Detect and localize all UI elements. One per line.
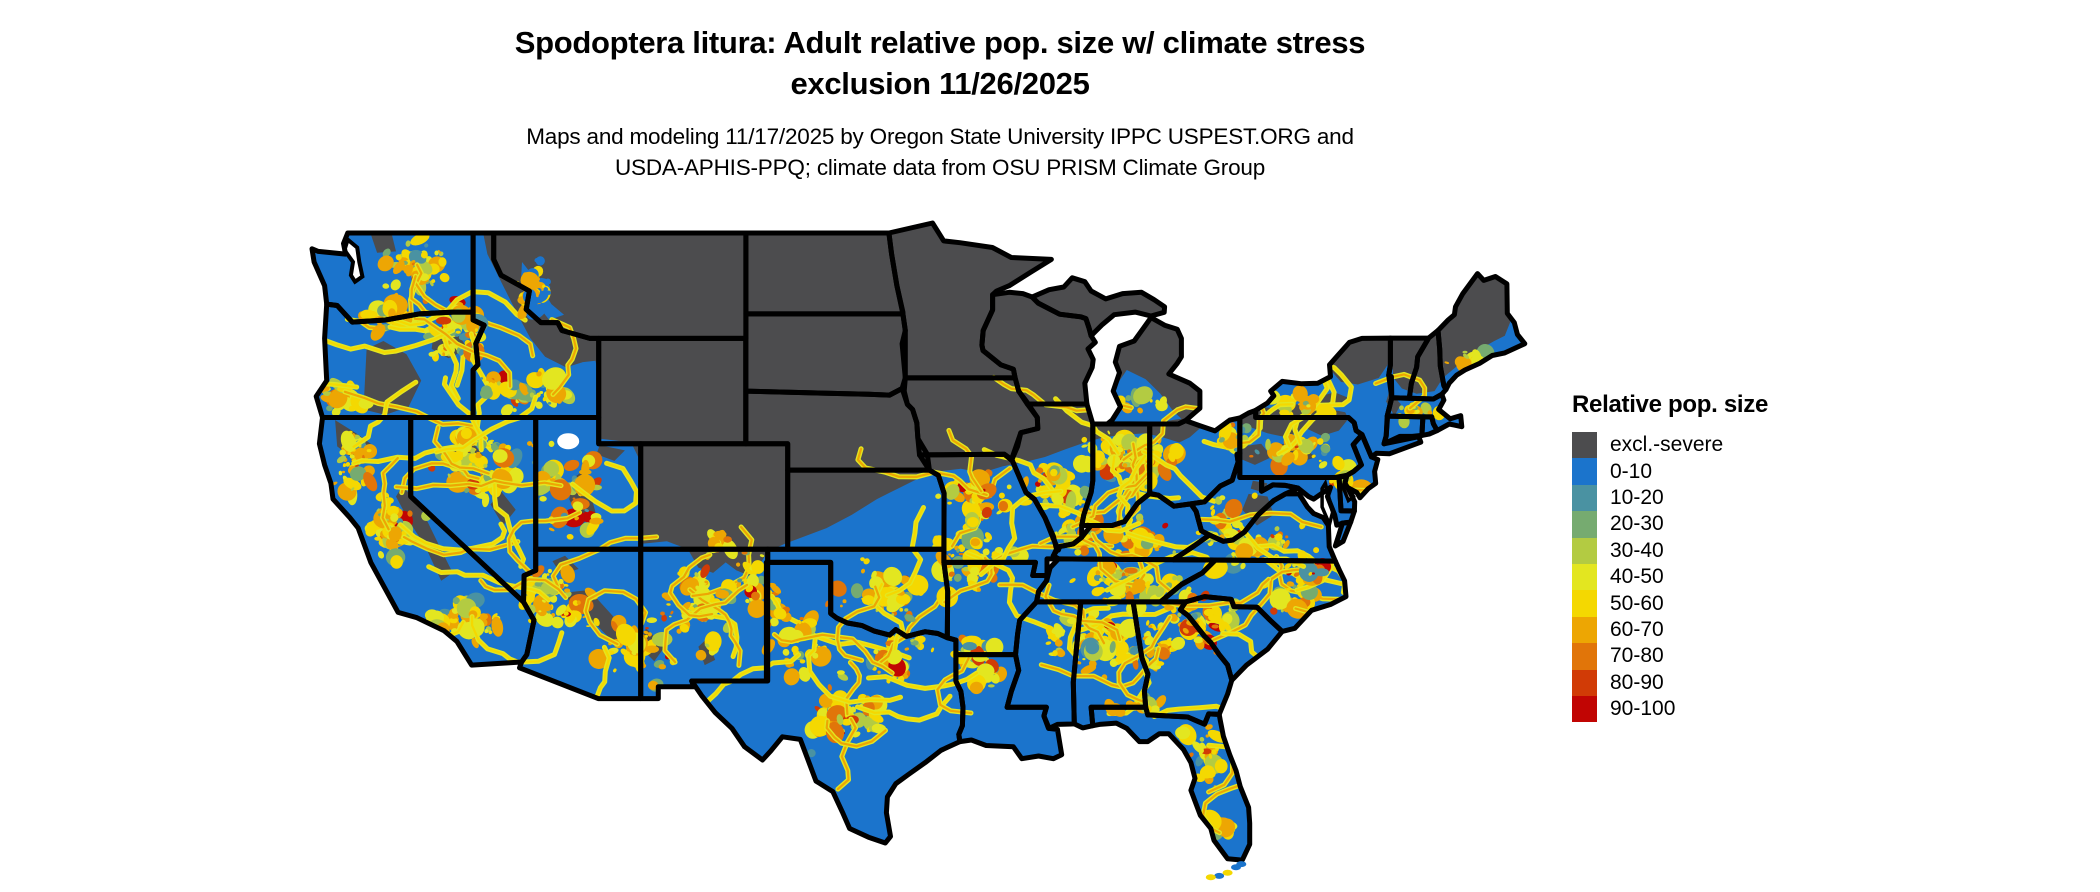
map-subtitle-line1: Maps and modeling 11/17/2025 by Oregon S… [526,124,1354,149]
legend-swatch [1572,590,1597,617]
state-borders [309,220,1528,863]
legend-title: Relative pop. size [1572,391,1768,418]
legend-item-40-50: 40-50 [1572,563,1852,591]
legend-swatch [1572,643,1597,670]
legend-swatch [1572,695,1597,723]
legend-item-0-10: 0-10 [1572,458,1852,485]
legend-item-50-60: 50-60 [1572,590,1852,617]
florida-keys [1205,861,1247,881]
legend-item-80-90: 80-90 [1572,669,1852,696]
legend-label: 10-20 [1610,485,1664,509]
legend-label: excl.-severe [1610,433,1724,457]
legend-swatch [1572,537,1597,564]
legend-swatch [1572,563,1597,591]
map-subtitle: Maps and modeling 11/17/2025 by Oregon S… [0,121,1880,183]
map-legend: Relative pop. size excl.-severe 0-10 10-20… [1572,391,1852,723]
legend-items: excl.-severe 0-10 10-20 20-30 30-40 40-50 50-6… [1572,432,1852,723]
legend-label: 60-70 [1610,617,1664,641]
legend-item-70-80: 70-80 [1572,643,1852,670]
great-salt-lake [557,433,580,450]
legend-item-90-100: 90-100 [1572,695,1852,723]
legend-label: 80-90 [1610,670,1664,694]
legend-item-20-30: 20-30 [1572,511,1852,538]
legend-label: 70-80 [1610,644,1664,668]
legend-swatch [1572,484,1597,512]
legend-label: 30-40 [1610,538,1664,562]
map-title-line1: Spodoptera litura: Adult relative pop. s… [514,25,1366,60]
map-title: Spodoptera litura: Adult relative pop. s… [0,22,1880,104]
legend-label: 90-100 [1610,697,1676,721]
state-va [1173,493,1336,562]
legend-label: 40-50 [1610,565,1664,589]
legend-item-excl.-severe: excl.-severe [1572,432,1852,459]
legend-label: 50-60 [1610,591,1664,615]
legend-swatch [1572,669,1597,696]
legend-swatch [1572,616,1597,644]
legend-swatch [1572,432,1597,459]
legend-swatch [1572,511,1597,538]
legend-item-10-20: 10-20 [1572,484,1852,512]
legend-label: 0-10 [1610,459,1653,483]
map-title-line2: exclusion 11/26/2025 [790,66,1090,101]
map-subtitle-line2: USDA-APHIS-PPQ; climate data from OSU PR… [614,155,1266,180]
legend-label: 20-30 [1610,512,1664,536]
legend-item-60-70: 60-70 [1572,616,1852,644]
legend-item-30-40: 30-40 [1572,537,1852,564]
legend-swatch [1572,458,1597,485]
